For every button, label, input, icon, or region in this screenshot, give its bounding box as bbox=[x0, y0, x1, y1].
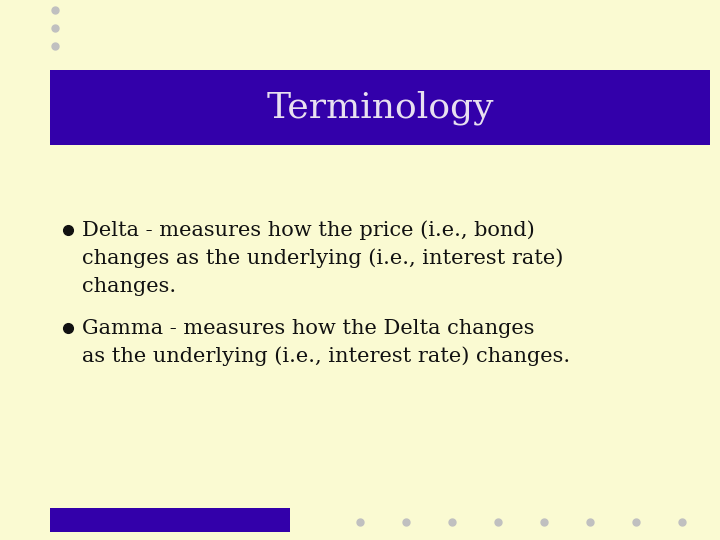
Text: as the underlying (i.e., interest rate) changes.: as the underlying (i.e., interest rate) … bbox=[82, 346, 570, 366]
FancyBboxPatch shape bbox=[50, 508, 290, 532]
FancyBboxPatch shape bbox=[50, 70, 710, 145]
Text: Delta - measures how the price (i.e., bond): Delta - measures how the price (i.e., bo… bbox=[82, 220, 535, 240]
Text: Terminology: Terminology bbox=[266, 90, 494, 125]
Text: Gamma - measures how the Delta changes: Gamma - measures how the Delta changes bbox=[82, 319, 534, 338]
Text: changes.: changes. bbox=[82, 276, 176, 295]
Text: changes as the underlying (i.e., interest rate): changes as the underlying (i.e., interes… bbox=[82, 248, 563, 268]
